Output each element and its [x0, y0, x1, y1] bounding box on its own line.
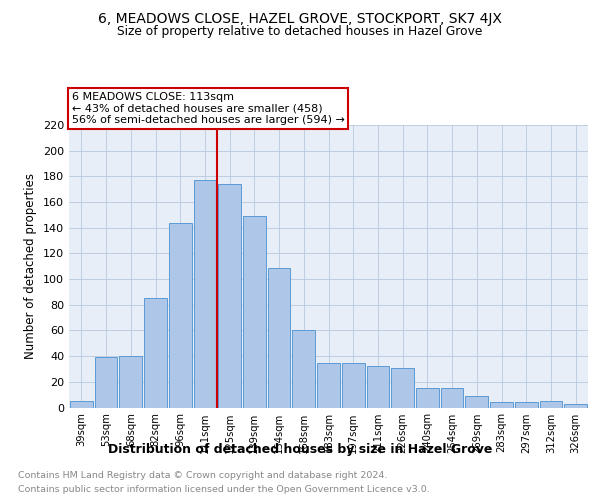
Bar [490, 402, 513, 407]
Bar [515, 402, 538, 407]
Bar [416, 388, 439, 407]
Text: Contains public sector information licensed under the Open Government Licence v3: Contains public sector information licen… [18, 485, 430, 494]
Text: 6 MEADOWS CLOSE: 113sqm
← 43% of detached houses are smaller (458)
56% of semi-d: 6 MEADOWS CLOSE: 113sqm ← 43% of detache… [71, 92, 344, 125]
Bar [144, 298, 167, 408]
Bar [169, 222, 191, 408]
Bar [218, 184, 241, 408]
Bar [119, 356, 142, 408]
Bar [95, 358, 118, 408]
Bar [268, 268, 290, 408]
Text: Distribution of detached houses by size in Hazel Grove: Distribution of detached houses by size … [108, 442, 492, 456]
Y-axis label: Number of detached properties: Number of detached properties [25, 174, 37, 359]
Text: Contains HM Land Registry data © Crown copyright and database right 2024.: Contains HM Land Registry data © Crown c… [18, 471, 388, 480]
Text: 6, MEADOWS CLOSE, HAZEL GROVE, STOCKPORT, SK7 4JX: 6, MEADOWS CLOSE, HAZEL GROVE, STOCKPORT… [98, 12, 502, 26]
Bar [70, 401, 93, 407]
Bar [367, 366, 389, 408]
Text: Size of property relative to detached houses in Hazel Grove: Size of property relative to detached ho… [118, 25, 482, 38]
Bar [292, 330, 315, 407]
Bar [564, 404, 587, 407]
Bar [342, 362, 365, 408]
Bar [317, 362, 340, 408]
Bar [243, 216, 266, 408]
Bar [391, 368, 414, 408]
Bar [441, 388, 463, 407]
Bar [539, 401, 562, 407]
Bar [466, 396, 488, 407]
Bar [194, 180, 216, 408]
